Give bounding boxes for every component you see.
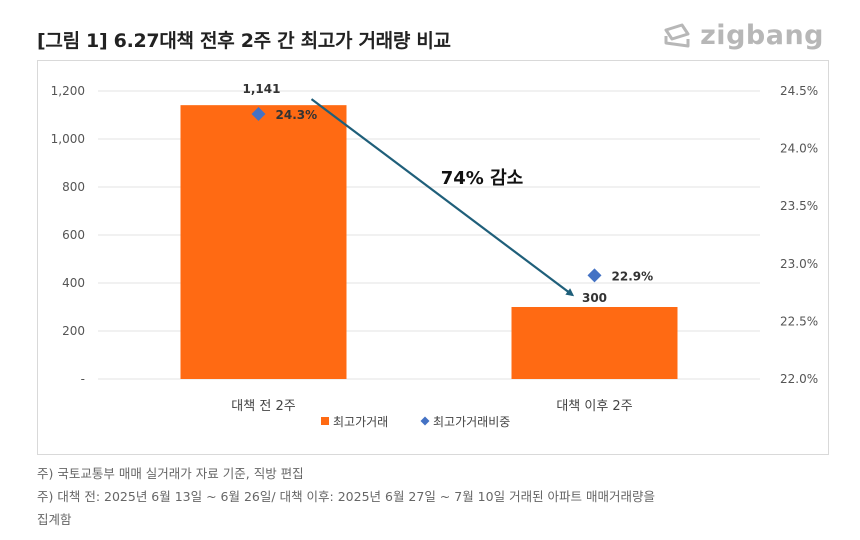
y-left-tick-label: 600 [62,228,85,242]
x-tick-label: 대책 이후 2주 [556,399,632,414]
zigbang-logo-icon [664,23,690,47]
chart-svg: 1,141 300 24.3% 22.9% 74% 감소 - 200 400 600 800 1,… [51,82,818,429]
footnote-source: 주) 국토교통부 매매 실거래가 자료 기준, 직방 편집 [37,466,304,481]
data-labels: 1,141 300 24.3% 22.9% 74% 감소 [243,82,654,305]
axes: - 200 400 600 800 1,000 1,200 22.0% 22.5% 23.0% 23… [51,84,818,414]
y-left-tick-label: 800 [62,180,85,194]
trend-arrow [310,98,575,297]
page-title: [그림 1] 6.27대책 전후 2주 간 최고가 거래량 비교 [37,30,451,52]
bar-value-label: 300 [582,291,607,305]
footnote-period: 주) 대책 전: 2025년 6월 13일 ~ 6월 26일/ 대책 이후: 2… [37,489,656,504]
logo-text: zigbang [700,20,824,51]
decrease-annotation: 74% 감소 [441,168,523,189]
bar [180,105,347,379]
y-left-tick-label: 1,200 [51,84,85,98]
footnotes: 주) 국토교통부 매매 실거래가 자료 기준, 직방 편집 주) 대책 전: 2… [37,462,797,531]
y-right-tick-label: 23.5% [780,199,818,213]
footnote-period-cont: 집계함 [37,512,72,527]
decrease-arrow [310,98,575,297]
y-right-tick-label: 24.5% [780,84,818,98]
share-value-label: 24.3% [276,108,318,122]
share-value-label: 22.9% [612,269,654,283]
y-right-tick-label: 24.0% [780,142,818,156]
x-tick-label: 대책 전 2주 [231,399,295,414]
share-markers [251,107,602,283]
share-marker [251,107,266,122]
legend-swatch-bar [321,417,329,425]
y-right-tick-label: 22.5% [780,314,818,328]
zigbang-logo: zigbang [660,20,824,51]
legend: 최고가거래 최고가거래비중 [321,415,510,429]
share-marker [587,268,602,283]
bar [511,307,678,379]
legend-label-marker: 최고가거래비중 [433,415,510,429]
y-left-tick-label: - [81,372,85,386]
bars [180,105,678,379]
legend-label-bar: 최고가거래 [333,415,388,429]
bar-value-label: 1,141 [243,82,281,96]
y-right-tick-label: 22.0% [780,372,818,386]
y-right-tick-label: 23.0% [780,257,818,271]
y-left-tick-label: 1,000 [51,132,85,146]
y-left-tick-label: 200 [62,324,85,338]
legend-swatch-marker [420,416,430,426]
y-left-tick-label: 400 [62,276,85,290]
chart-container: 1,141 300 24.3% 22.9% 74% 감소 - 200 400 600 800 1,… [37,60,829,455]
